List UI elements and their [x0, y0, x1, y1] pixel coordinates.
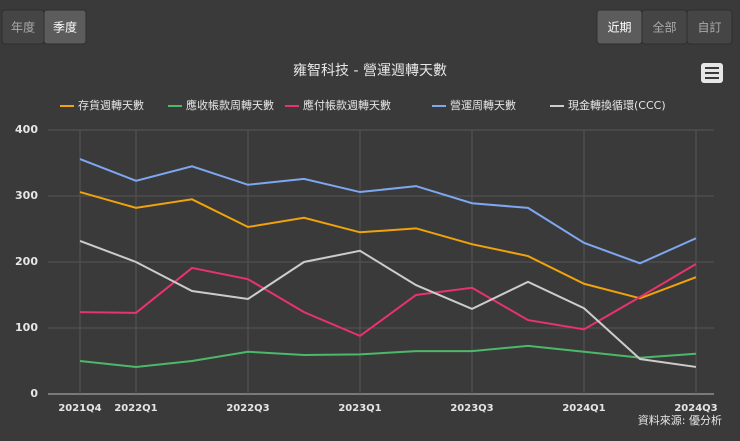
- x-tick-label: 2021Q4: [58, 403, 101, 414]
- menu-bar: [705, 67, 719, 69]
- x-tick-label: 2023Q1: [338, 403, 381, 414]
- series-line: [79, 344, 697, 368]
- source-note: 資料來源: 優分析: [638, 413, 722, 427]
- x-tick-label: 2024Q1: [562, 403, 605, 414]
- series-line: [79, 191, 697, 300]
- x-tick-label: 2022Q3: [226, 403, 269, 414]
- x-tick-label: 2022Q1: [114, 403, 157, 414]
- toggle-label[interactable]: 全部: [652, 20, 676, 35]
- menu-bar: [705, 77, 719, 79]
- series-line: [79, 263, 697, 338]
- y-tick-label: 200: [15, 255, 38, 268]
- toggle-label[interactable]: 季度: [53, 20, 77, 35]
- toggle-label[interactable]: 近期: [607, 21, 631, 35]
- y-tick-label: 400: [15, 123, 38, 136]
- series-line: [79, 239, 697, 368]
- y-tick-label: 300: [15, 189, 38, 202]
- toggle-label[interactable]: 自訂: [697, 20, 721, 35]
- legend-label[interactable]: 應付帳款週轉天數: [303, 98, 391, 112]
- menu-button[interactable]: [701, 63, 723, 83]
- y-tick-label: 100: [15, 321, 38, 334]
- legend-label[interactable]: 營運周轉天數: [450, 99, 516, 112]
- toggle-button[interactable]: [686, 9, 733, 45]
- legend-label[interactable]: 現金轉換循環(CCC): [568, 98, 666, 112]
- series-line: [79, 158, 697, 265]
- toggle-button[interactable]: [43, 9, 87, 45]
- menu-bar: [705, 72, 719, 74]
- chart-title: 雍智科技 - 營運週轉天數: [293, 63, 447, 79]
- legend-label[interactable]: 存貨週轉天數: [78, 98, 144, 112]
- legend-label[interactable]: 應收帳款周轉天數: [186, 98, 274, 112]
- toggle-label[interactable]: 年度: [11, 20, 35, 35]
- x-tick-label: 2024Q3: [674, 403, 717, 414]
- x-tick-label: 2023Q3: [450, 403, 493, 414]
- y-tick-label: 0: [30, 387, 38, 400]
